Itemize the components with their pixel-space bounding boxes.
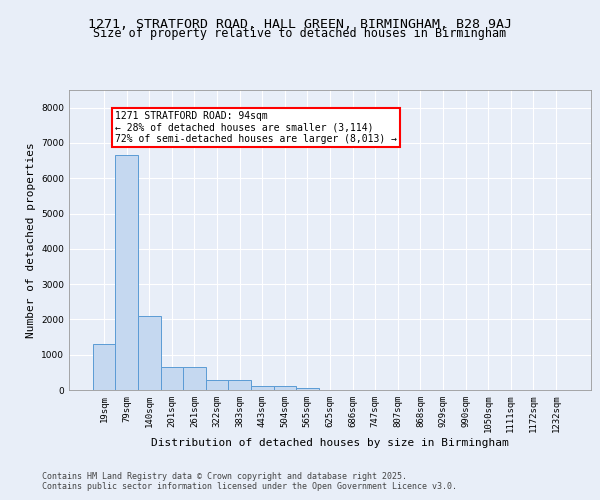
Bar (161, 366, 183, 390)
Text: 1271, STRATFORD ROAD, HALL GREEN, BIRMINGHAM, B28 9AJ: 1271, STRATFORD ROAD, HALL GREEN, BIRMIN… (88, 18, 512, 30)
Bar (138, 316, 161, 390)
Bar (206, 380, 229, 390)
X-axis label: Distribution of detached houses by size in Birmingham: Distribution of detached houses by size … (151, 438, 509, 448)
Text: Contains public sector information licensed under the Open Government Licence v3: Contains public sector information licen… (42, 482, 457, 491)
Bar (274, 386, 296, 390)
Bar (229, 380, 251, 390)
Y-axis label: Number of detached properties: Number of detached properties (26, 142, 35, 338)
Bar (183, 367, 206, 390)
Bar (251, 386, 274, 390)
Bar (296, 388, 319, 390)
Text: 1271 STRATFORD ROAD: 94sqm
← 28% of detached houses are smaller (3,114)
72% of s: 1271 STRATFORD ROAD: 94sqm ← 28% of deta… (115, 111, 397, 144)
Bar (115, 156, 138, 390)
Bar (93, 344, 115, 390)
Text: Size of property relative to detached houses in Birmingham: Size of property relative to detached ho… (94, 28, 506, 40)
Text: Contains HM Land Registry data © Crown copyright and database right 2025.: Contains HM Land Registry data © Crown c… (42, 472, 407, 481)
